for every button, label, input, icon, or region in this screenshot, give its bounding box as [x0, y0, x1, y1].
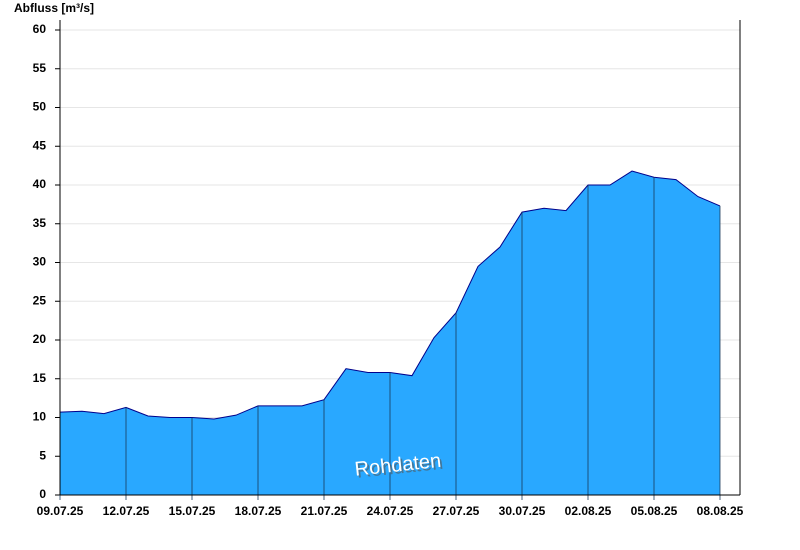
y-tick-label: 5	[39, 448, 46, 462]
x-tick-label: 15.07.25	[169, 504, 216, 518]
y-tick-label: 35	[33, 216, 47, 230]
x-tick-label: 09.07.25	[37, 504, 84, 518]
y-tick-label: 60	[33, 22, 47, 36]
y-tick-label: 20	[33, 332, 47, 346]
y-tick-label: 25	[33, 293, 47, 307]
y-tick-label: 15	[33, 371, 47, 385]
y-tick-label: 55	[33, 61, 47, 75]
x-tick-label: 02.08.25	[565, 504, 612, 518]
x-tick-label: 08.08.25	[697, 504, 744, 518]
y-tick-label: 0	[39, 487, 46, 501]
x-tick-label: 12.07.25	[103, 504, 150, 518]
y-tick-label: 10	[33, 410, 47, 424]
area	[60, 171, 720, 496]
y-tick-label: 30	[33, 255, 47, 269]
x-tick-label: 27.07.25	[433, 504, 480, 518]
x-tick-label: 24.07.25	[367, 504, 414, 518]
y-tick-label: 45	[33, 138, 47, 152]
y-tick-label: 50	[33, 100, 47, 114]
y-tick-label: 40	[33, 177, 47, 191]
x-tick-label: 18.07.25	[235, 504, 282, 518]
x-tick-label: 21.07.25	[301, 504, 348, 518]
x-tick-label: 05.08.25	[631, 504, 678, 518]
y-axis-title: Abfluss [m³/s]	[14, 1, 94, 15]
x-tick-label: 30.07.25	[499, 504, 546, 518]
